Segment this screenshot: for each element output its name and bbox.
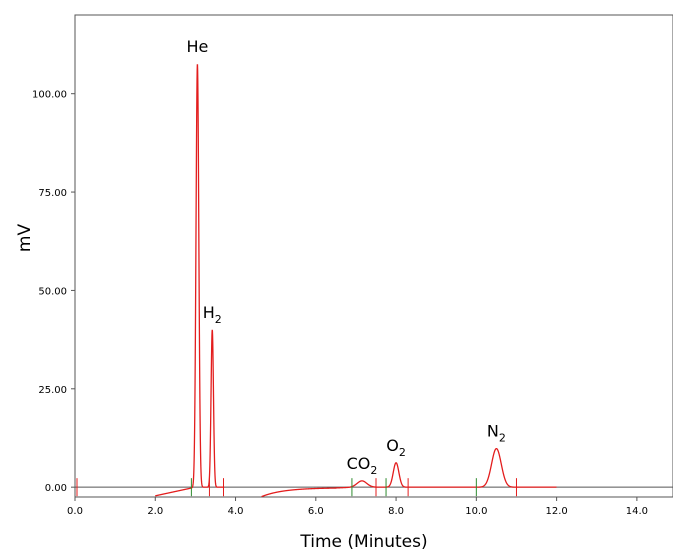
x-tick-label-5: 10.0 (465, 506, 487, 517)
peak-label-text-2: CO (347, 454, 371, 473)
peak-label-subscript-3: 2 (399, 446, 406, 459)
y-tick-label-0: 0.00 (45, 483, 67, 494)
peak-label-2: CO2 (347, 454, 378, 477)
x-tick-label-3: 6.0 (308, 506, 324, 517)
plot-frame (74, 14, 673, 498)
peak-label-subscript-4: 2 (499, 432, 506, 445)
x-axis-title: Time (Minutes) (299, 532, 427, 551)
x-tick-label-4: 8.0 (388, 506, 404, 517)
plot-axes (74, 14, 673, 498)
peak-label-3: O2 (386, 436, 406, 459)
y-tick-label-1: 25.00 (38, 385, 67, 396)
x-tick-label-2: 4.0 (228, 506, 244, 517)
peak-label-0: He (186, 37, 208, 56)
x-tick-label-1: 2.0 (147, 506, 163, 517)
peak-label-text-3: O (386, 436, 399, 455)
peak-label-1: H2 (203, 303, 222, 326)
peak-markers (76, 478, 517, 497)
y-tick-label-4: 100.00 (32, 90, 67, 101)
signal-trace-segment-1 (261, 447, 557, 498)
y-tick-label-3: 75.00 (38, 188, 67, 199)
peak-label-text-1: H (203, 303, 215, 322)
x-tick-label-6: 12.0 (545, 506, 567, 517)
peak-label-text-0: He (186, 37, 208, 56)
x-tick-label-7: 14.0 (626, 506, 648, 517)
x-tick-label-0: 0.0 (67, 506, 83, 517)
peak-label-4: N2 (487, 422, 506, 445)
signal-trace-segment-0 (155, 64, 225, 497)
peak-label-subscript-1: 2 (215, 313, 222, 326)
y-axis-ticks: 0.00 25.00 50.00 75.00 100.00 (32, 90, 75, 494)
y-tick-label-2: 50.00 (38, 286, 67, 297)
series-group (155, 64, 557, 498)
peak-label-subscript-2: 2 (370, 464, 377, 477)
y-axis-title: mV (15, 224, 35, 253)
peak-label-text-4: N (487, 422, 499, 441)
x-axis-ticks: 0.0 2.0 4.0 6.0 8.0 10.0 12.0 14.0 (67, 497, 648, 517)
